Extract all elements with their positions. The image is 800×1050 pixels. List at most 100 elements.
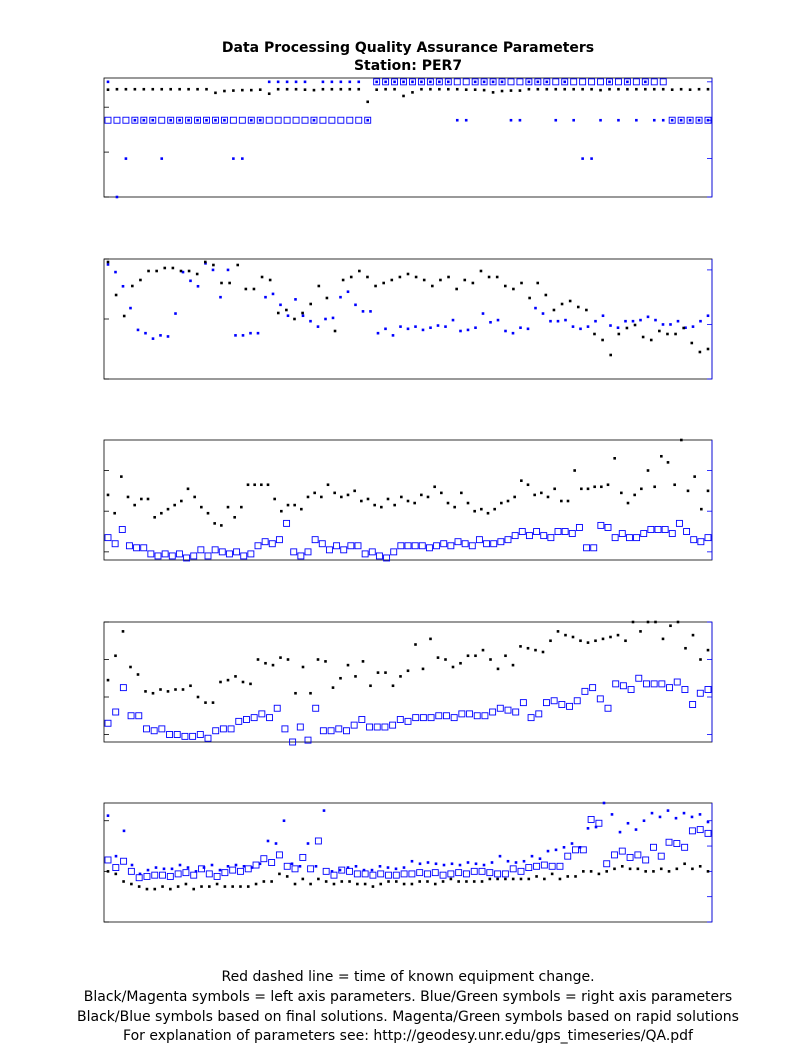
right-square-point [314, 837, 322, 845]
right-series-point [256, 331, 260, 335]
right-series-point [391, 334, 395, 337]
right-series-point [561, 528, 569, 535]
left-series-point [267, 92, 271, 96]
right-series-point [589, 684, 597, 692]
right-square-point [212, 116, 219, 124]
right-series-point [354, 303, 357, 307]
right-series-point [684, 326, 687, 330]
right-square-point [373, 78, 381, 86]
left-series-point [332, 882, 336, 886]
left-series-point [373, 503, 376, 507]
right-square-point [158, 116, 166, 124]
right-dot-point [232, 157, 235, 160]
right-dot-point [498, 854, 502, 858]
right-series-point [104, 534, 112, 542]
right-series-point [418, 542, 426, 550]
left-series-point [558, 877, 562, 881]
left-series-point [262, 880, 266, 883]
right-dot-point [500, 80, 504, 84]
right-dot-point [282, 819, 286, 823]
left-series-point [276, 311, 280, 315]
left-series-point [606, 483, 610, 487]
left-series-point [533, 493, 536, 497]
left-series-point [589, 870, 593, 873]
left-series-point [546, 495, 550, 499]
left-series-point [684, 646, 687, 650]
right-series-point [247, 550, 255, 558]
right-series-point [429, 326, 432, 330]
right-square-point [489, 78, 497, 86]
left-series-point [543, 877, 546, 881]
left-series-point [346, 493, 350, 497]
left-series-point [474, 654, 477, 658]
left-series-point [511, 663, 515, 667]
right-square-point [247, 116, 255, 124]
right-series-point [347, 542, 355, 550]
right-square-point [268, 859, 276, 866]
right-dot-point [375, 80, 378, 84]
right-dot-point [226, 864, 230, 868]
right-square-point [382, 78, 390, 86]
left-series-point [376, 671, 380, 674]
left-series-point [616, 633, 620, 637]
right-series-point [654, 318, 657, 322]
left-series-point [600, 485, 603, 489]
right-dot-point [330, 870, 334, 873]
right-square-point [704, 829, 712, 837]
left-series-point [120, 475, 123, 478]
left-series-point [159, 688, 162, 691]
left-series-point [391, 684, 395, 688]
right-dot-point [339, 80, 343, 84]
right-dot-point [162, 867, 166, 871]
left-series-point [293, 882, 297, 886]
right-series-point [136, 328, 140, 332]
right-series-point [540, 532, 548, 540]
right-square-point [385, 871, 392, 879]
left-series-point [357, 87, 361, 91]
right-series-point [204, 552, 212, 560]
right-square-point [283, 862, 291, 870]
left-series-point [354, 675, 357, 678]
right-series-point [381, 723, 389, 731]
left-series-point [572, 87, 575, 91]
left-series-point [661, 87, 665, 91]
left-series-point [528, 296, 531, 300]
right-dot-point [196, 118, 199, 122]
left-series-point [554, 87, 558, 91]
left-series-point [639, 630, 642, 633]
right-series-point [147, 550, 155, 558]
left-series-point [320, 495, 323, 499]
right-dot-point [546, 849, 550, 853]
right-square-point [122, 116, 130, 124]
right-dot-point [658, 815, 662, 819]
right-series-point [458, 710, 466, 718]
right-series-point [643, 680, 650, 688]
right-series-point [118, 526, 126, 533]
right-series-point [271, 292, 275, 296]
right-dot-point [306, 842, 310, 845]
right-series-point [568, 530, 576, 538]
right-square-point [391, 78, 399, 86]
right-square-point [185, 116, 193, 124]
right-series-point [436, 324, 440, 327]
right-dot-point [602, 801, 606, 805]
right-square-point [256, 116, 264, 124]
left-series-point [130, 882, 133, 886]
right-dot-point [348, 80, 352, 84]
left-series-point [349, 275, 353, 279]
right-series-point [706, 314, 710, 318]
left-series-point [131, 284, 134, 288]
left-series-point [330, 87, 334, 91]
right-square-point [131, 116, 139, 124]
left-series-point [324, 880, 328, 883]
left-series-point [406, 669, 410, 673]
right-series-point [268, 540, 276, 548]
right-dot-point [594, 825, 598, 829]
left-series-point [309, 691, 312, 695]
left-series-point [137, 885, 141, 888]
left-series-point [560, 499, 563, 503]
left-series-point [366, 100, 370, 104]
right-dot-point [169, 118, 172, 122]
right-series-point [543, 699, 550, 707]
